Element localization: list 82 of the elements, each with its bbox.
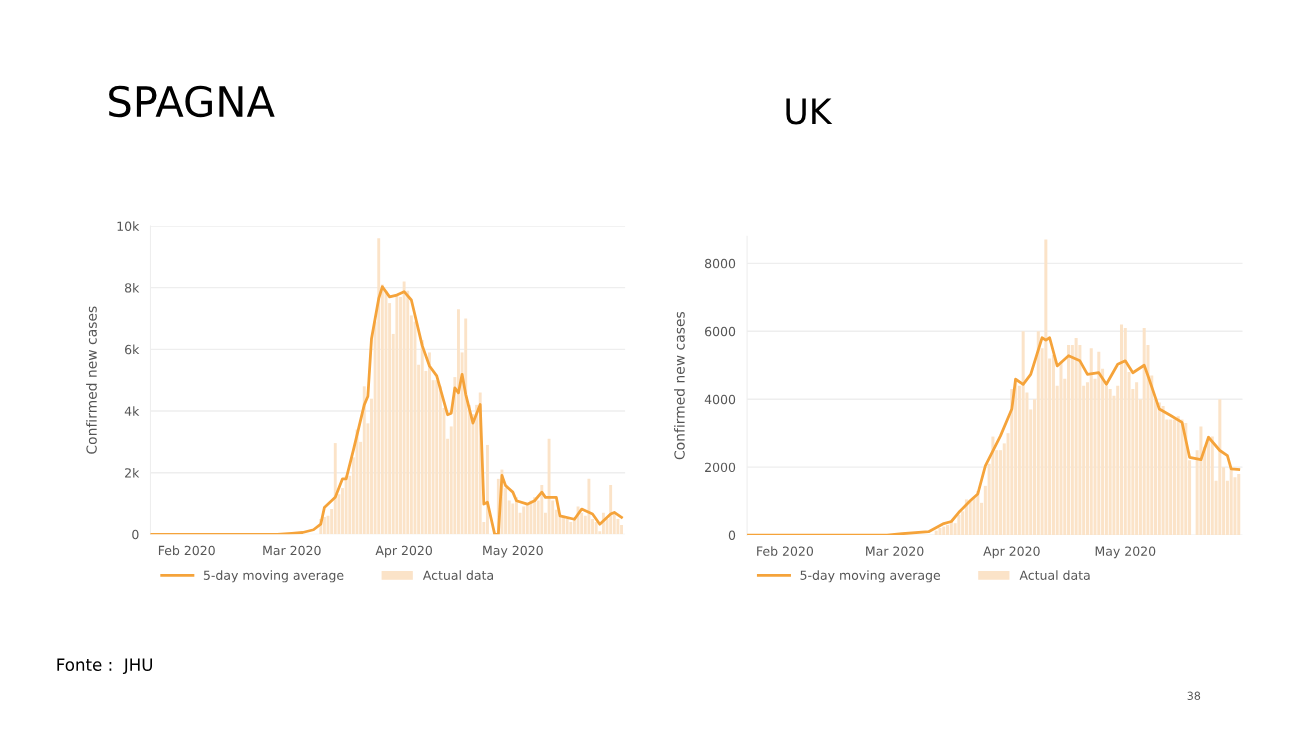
bar (420, 340, 424, 535)
bar (587, 478, 591, 535)
bar (609, 485, 613, 535)
y-tick-label: 8000 (705, 258, 736, 269)
bar (1229, 467, 1233, 536)
legend-label: Actual data (1019, 570, 1090, 580)
bar (540, 485, 544, 535)
bar (1089, 348, 1093, 536)
bar (362, 386, 366, 535)
bar (991, 436, 995, 536)
bar (938, 527, 942, 536)
chart-title: SPAGNA (109, 85, 275, 118)
y-axis-title: Confirmed new cases (674, 311, 685, 460)
bar (1176, 416, 1180, 536)
bar (1097, 351, 1101, 536)
bar (1210, 436, 1214, 536)
bar (616, 518, 620, 535)
bar (1142, 327, 1146, 536)
y-tick-label: 0 (132, 529, 139, 540)
y-axis-title: Confirmed new cases (86, 306, 97, 454)
y-tick-label: 2k (125, 467, 140, 478)
bar (525, 503, 529, 535)
line-series (150, 285, 623, 535)
y-tick-label: 4k (124, 406, 140, 416)
x-tick-label: May 2020 (483, 545, 543, 558)
source-note: Fonte : JHU (57, 658, 153, 675)
bar (547, 438, 551, 535)
bar (1161, 406, 1165, 536)
bar (377, 238, 381, 535)
y-tick-label: 2000 (705, 462, 736, 473)
bar (1169, 419, 1173, 536)
bar (1051, 355, 1055, 536)
bar (1172, 419, 1176, 536)
bar (1135, 382, 1139, 536)
x-tick-label: Apr 2020 (983, 546, 1040, 559)
chart-title: UK (786, 98, 833, 125)
x-tick-label: Apr 2020 (375, 545, 432, 558)
text: 38 (1187, 691, 1201, 700)
x-tick-label: Mar 2020 (866, 546, 924, 556)
bar (402, 281, 406, 535)
x-tick-label: May 2020 (1095, 546, 1156, 559)
bar (395, 293, 399, 535)
bar (1119, 324, 1124, 536)
bar (1157, 402, 1161, 536)
bar (333, 443, 337, 535)
legend-label: 5-day moving average (203, 570, 344, 583)
y-tick-label: 4000 (704, 394, 736, 405)
legend-label: 5-day moving average (800, 570, 941, 583)
bar (1067, 344, 1071, 536)
bar (1123, 327, 1127, 536)
bar (464, 318, 468, 535)
bar (1199, 426, 1203, 536)
bar (533, 497, 537, 535)
bar (957, 514, 961, 536)
bar (569, 522, 573, 535)
y-tick-label: 0 (728, 530, 736, 541)
bar (522, 506, 526, 535)
bar (934, 530, 938, 536)
bar (1021, 331, 1025, 536)
bar (1044, 239, 1048, 536)
bar (942, 526, 946, 536)
bar (1237, 473, 1241, 536)
legend-label: Actual data (422, 570, 493, 580)
bar (486, 444, 489, 535)
bar (565, 518, 569, 535)
y-tick-label: 6k (125, 344, 140, 355)
y-tick-label: 8k (125, 282, 140, 293)
bar (594, 522, 598, 535)
bar (968, 501, 972, 536)
bar (1036, 331, 1040, 536)
bar (435, 380, 439, 535)
bar (529, 500, 533, 535)
bar (428, 352, 431, 535)
bar (1108, 389, 1112, 536)
x-tick-label: Mar 2020 (263, 545, 321, 556)
bar (457, 309, 460, 535)
x-tick-label: Feb 2020 (757, 546, 814, 556)
bar (1218, 399, 1222, 536)
y-tick-label: 10k (117, 221, 140, 231)
y-tick-label: 6000 (705, 326, 736, 337)
bar (1074, 338, 1078, 536)
x-tick-label: Feb 2020 (158, 545, 215, 556)
